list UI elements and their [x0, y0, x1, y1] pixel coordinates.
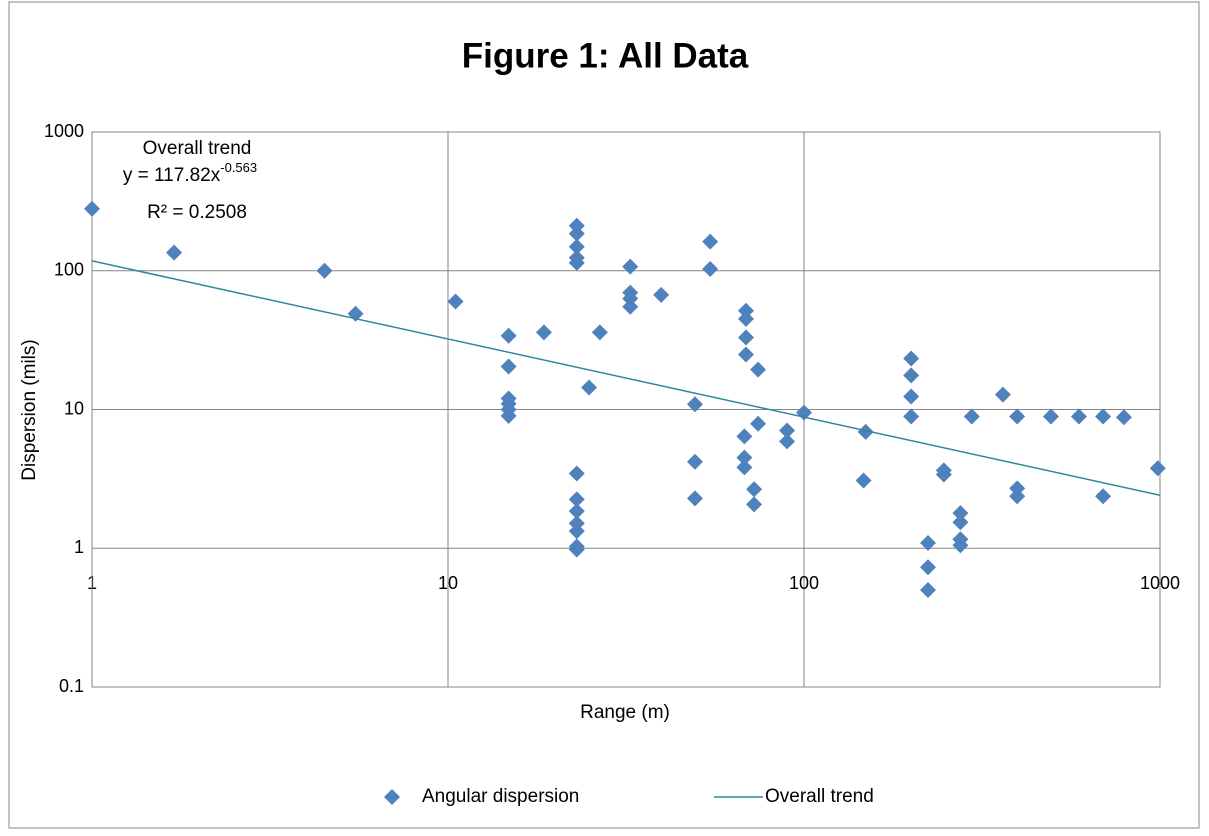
data-point — [737, 346, 754, 363]
data-point — [1149, 460, 1166, 477]
data-point — [622, 298, 639, 315]
data-point — [903, 367, 920, 384]
data-point — [1009, 408, 1026, 425]
trend-line — [91, 260, 1161, 496]
data-point — [903, 408, 920, 425]
trend-equation: y = 117.82x-0.563 — [123, 160, 257, 186]
plot-area — [91, 131, 1161, 688]
data-point — [963, 408, 980, 425]
y-tick-label: 0.1 — [59, 676, 84, 696]
data-point — [568, 238, 585, 255]
y-axis-label: Dispersion (mils) — [19, 339, 40, 480]
legend-label: Overall trend — [765, 786, 874, 807]
data-point — [702, 260, 719, 277]
equation-text: y = 117.82x — [123, 165, 221, 186]
data-point — [935, 466, 952, 483]
legend-label: Angular dispersion — [422, 786, 579, 807]
chart-border — [8, 1, 1200, 829]
data-point — [686, 396, 703, 413]
y-tick-label: 1000 — [44, 121, 84, 141]
data-point — [84, 200, 100, 217]
data-point — [1070, 408, 1087, 425]
data-point — [919, 559, 936, 576]
data-point — [1042, 408, 1059, 425]
data-point — [779, 422, 796, 439]
chart-title: Figure 1: All Data — [462, 36, 749, 75]
data-point — [746, 496, 763, 513]
data-point — [591, 324, 608, 341]
data-point — [952, 514, 969, 531]
x-axis-label: Range (m) — [580, 702, 670, 723]
data-point — [568, 491, 585, 508]
data-point — [779, 433, 796, 450]
data-point — [316, 262, 333, 279]
data-point — [737, 310, 754, 327]
data-point — [737, 302, 754, 319]
data-point — [737, 329, 754, 346]
data-point — [702, 233, 719, 250]
data-point — [903, 350, 920, 367]
y-tick-label: 100 — [54, 260, 84, 280]
legend-marker — [384, 789, 400, 805]
data-point — [1095, 488, 1112, 505]
data-point — [919, 535, 936, 552]
data-point — [1095, 408, 1112, 425]
y-tick-label: 1 — [74, 537, 84, 557]
x-tick-label: 100 — [789, 573, 819, 593]
data-point — [994, 386, 1011, 403]
data-point — [500, 327, 517, 344]
data-point — [857, 423, 874, 440]
data-point — [952, 505, 969, 522]
equation-exponent: -0.563 — [220, 160, 257, 175]
data-point — [855, 472, 872, 489]
data-point — [166, 244, 183, 261]
data-point — [653, 286, 670, 303]
data-point — [447, 293, 464, 310]
trend-label: Overall trend — [143, 138, 252, 159]
data-point — [686, 453, 703, 470]
data-point — [750, 415, 767, 432]
data-point — [903, 388, 920, 405]
data-point — [535, 324, 552, 341]
x-tick-label: 10 — [438, 573, 458, 593]
data-point — [581, 379, 598, 396]
data-point — [1009, 488, 1026, 505]
data-point — [746, 481, 763, 498]
data-point — [622, 258, 639, 275]
data-point — [568, 225, 585, 242]
data-point — [500, 407, 517, 424]
y-tick-label: 10 — [64, 398, 84, 418]
data-point — [568, 541, 585, 558]
data-point — [500, 358, 517, 375]
data-point — [919, 582, 936, 599]
data-point — [736, 459, 753, 476]
data-point — [750, 361, 767, 378]
data-point — [568, 465, 585, 482]
data-point — [686, 490, 703, 507]
data-point — [952, 537, 969, 554]
data-point — [568, 523, 585, 540]
data-point — [1115, 409, 1132, 426]
trend-r-squared: R² = 0.2508 — [147, 202, 247, 223]
data-point — [568, 254, 585, 271]
data-point — [622, 290, 639, 307]
data-point — [736, 428, 753, 445]
data-point — [736, 449, 753, 466]
data-point — [568, 503, 585, 520]
